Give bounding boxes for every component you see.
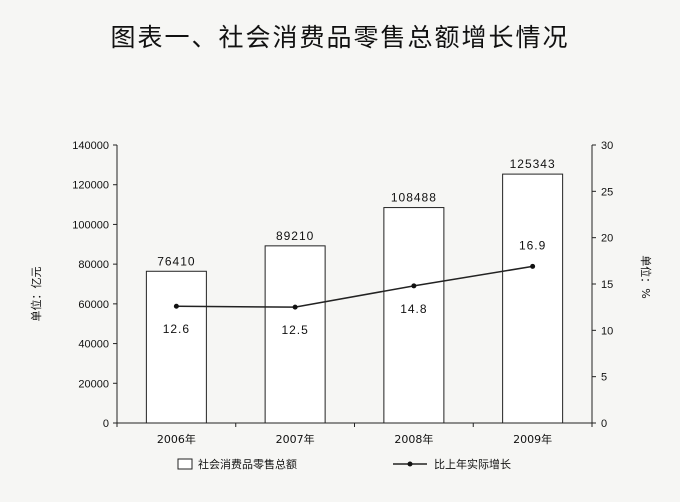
line-point	[530, 263, 536, 269]
left-axis-tick-label: 80000	[78, 259, 109, 271]
bar-series	[145, 173, 564, 424]
left-axis-tick-label: 60000	[78, 299, 109, 311]
right-axis-tick-label: 0	[601, 418, 607, 430]
left-axis-tick-label: 100000	[72, 219, 109, 231]
bar	[264, 245, 326, 424]
legend-line-marker	[407, 461, 413, 467]
legend-line-label: 比上年实际增长	[434, 457, 511, 471]
legend: 社会消费品零售总额 比上年实际增长	[177, 457, 511, 471]
right-axis-tick-label: 10	[601, 325, 613, 337]
line-point	[292, 304, 298, 310]
x-axis-tick-label: 2008年	[394, 432, 433, 446]
x-axis-tick-label: 2007年	[276, 432, 315, 446]
line-value-label: 14.8	[400, 302, 427, 316]
bar	[145, 270, 207, 424]
left-axis-tick-label: 140000	[72, 140, 109, 152]
left-axis-tick-label: 40000	[78, 339, 109, 351]
line-point	[411, 283, 417, 289]
line-series	[173, 263, 536, 310]
bar	[383, 207, 445, 424]
bar-value-label: 108488	[391, 191, 437, 205]
right-axis-tick-label: 5	[601, 372, 607, 384]
line-point	[173, 303, 179, 309]
bar-value-label: 89210	[276, 229, 314, 243]
line-value-label: 16.9	[519, 238, 546, 252]
data-labels: 76410 89210 108488 125343 12.6 12.5 14.8 16.9	[157, 157, 556, 337]
bar	[502, 173, 564, 424]
line-value-label: 12.6	[163, 322, 190, 336]
bar-value-label: 76410	[157, 254, 195, 268]
left-axis-label: 单位：亿元	[29, 267, 43, 322]
line-value-label: 12.5	[281, 323, 308, 337]
growth-line	[176, 265, 533, 308]
right-axis-tick-label: 30	[601, 140, 613, 152]
chart-title: 图表一、社会消费品零售总额增长情况	[110, 23, 570, 52]
legend-bar-label: 社会消费品零售总额	[198, 457, 297, 471]
left-axis-tick-label: 120000	[72, 180, 109, 192]
legend-bar-swatch	[177, 458, 193, 470]
left-axis-tick-label: 0	[103, 418, 109, 430]
right-axis-tick-label: 15	[601, 279, 613, 291]
right-axis-tick-label: 20	[601, 233, 613, 245]
x-axis-tick-label: 2009年	[513, 432, 552, 446]
bar-value-label: 125343	[510, 157, 556, 171]
right-axis-tick-label: 25	[601, 186, 613, 198]
right-axis-label: 单位：%	[639, 255, 653, 298]
x-axis-tick-label: 2006年	[157, 432, 196, 446]
left-axis-tick-label: 20000	[78, 378, 109, 390]
